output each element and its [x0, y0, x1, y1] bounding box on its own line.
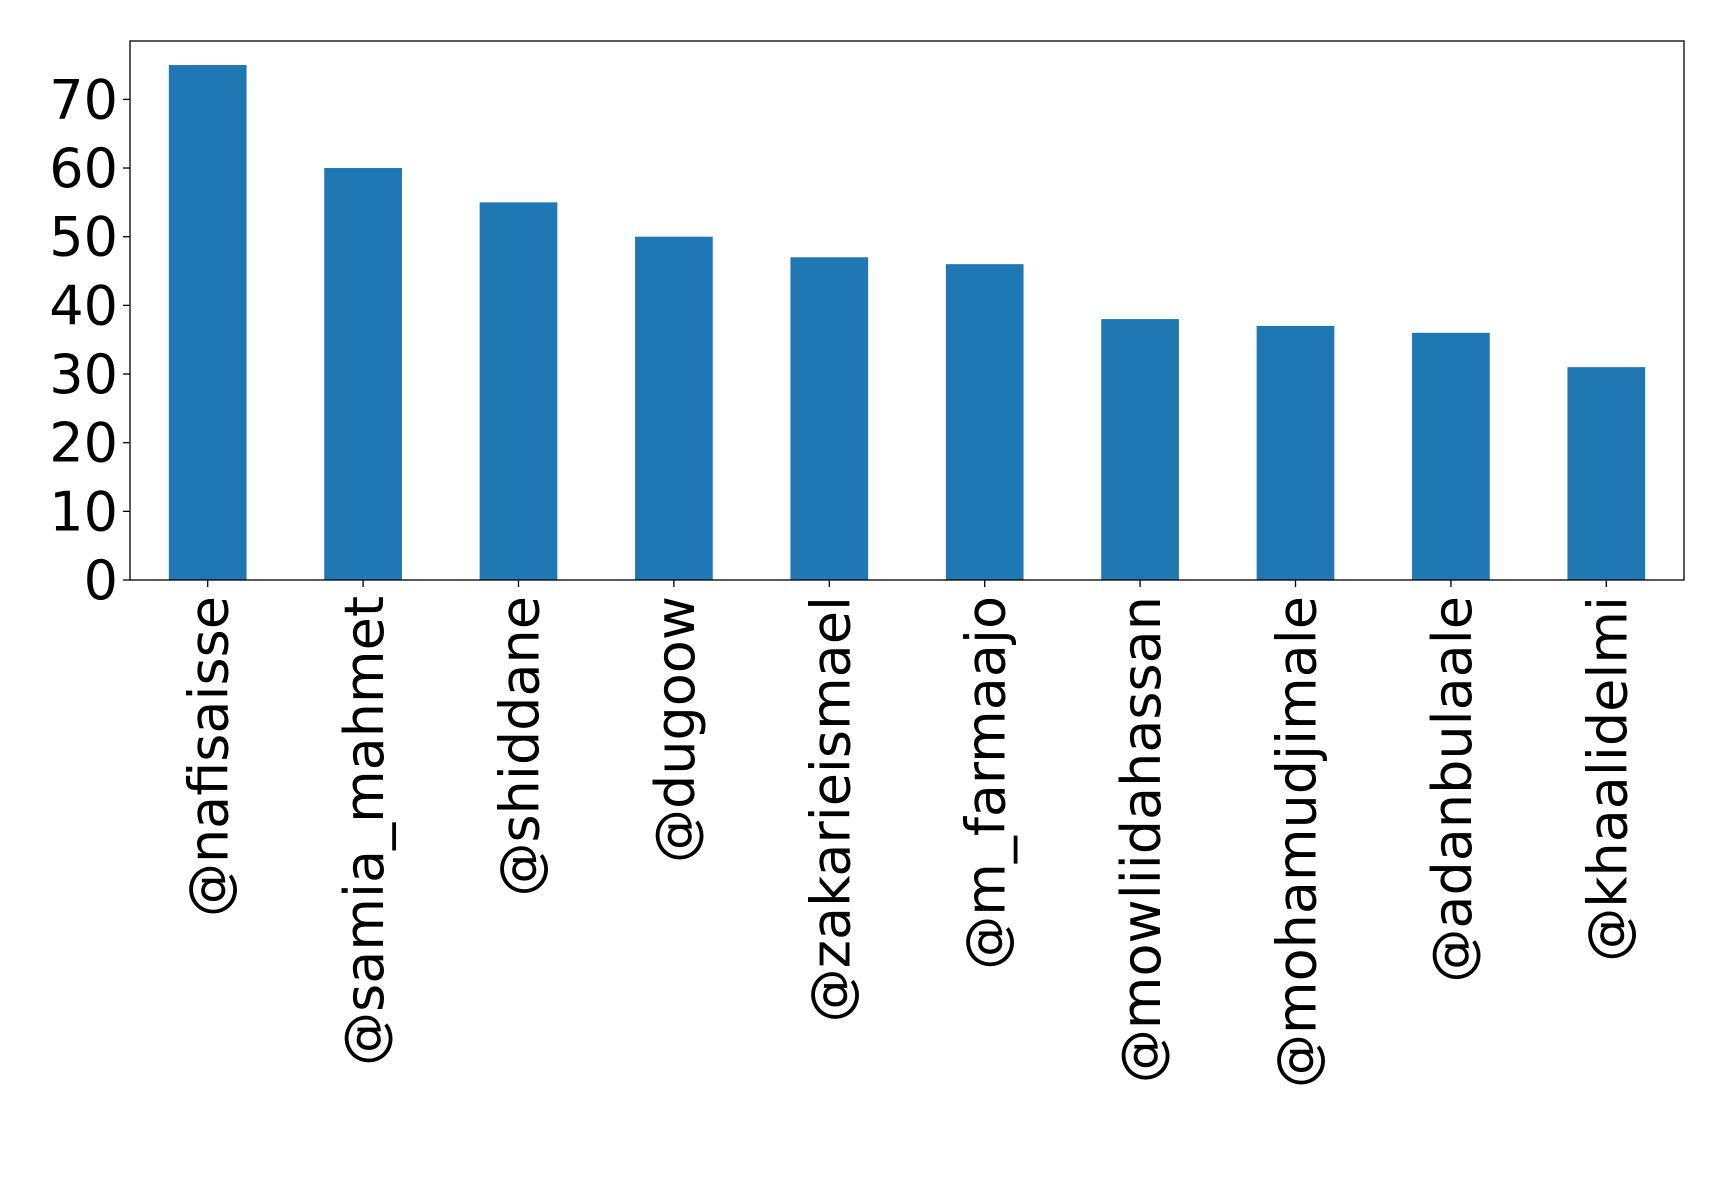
- x-tick-label: @dugoow: [644, 596, 707, 863]
- x-tick-label: @m_farmaajo: [955, 596, 1018, 970]
- y-tick-label: 30: [49, 343, 118, 406]
- x-tick-label: @nafisaisse: [178, 596, 241, 917]
- y-tick-label: 60: [49, 137, 118, 200]
- y-tick-label: 70: [49, 68, 118, 131]
- y-tick-label: 40: [49, 274, 118, 337]
- bar-zakarieismael: [790, 257, 869, 580]
- bar-adanbulaale: [1412, 332, 1490, 580]
- x-tick-label: @zakarieismael: [799, 596, 862, 1022]
- plot-area-frame: [129, 40, 1685, 581]
- x-tick-label: @adanbulaale: [1421, 596, 1484, 983]
- bar-dugoow: [635, 236, 713, 580]
- x-tick-label: @samia_mahmet: [333, 596, 396, 1066]
- bar-nafisaisse: [168, 65, 247, 580]
- y-tick-label: 10: [49, 480, 118, 543]
- x-tick-label: @mowliidahassan: [1110, 596, 1173, 1083]
- bar-samia-mahmet: [324, 168, 402, 580]
- bar-shiddane: [479, 202, 558, 580]
- bar-mohamudjimale: [1256, 325, 1335, 580]
- bars-group: [168, 65, 1646, 580]
- x-axis-ticks: @nafisaisse @samia_mahmet @shiddane @dugoow…: [178, 580, 1639, 1088]
- bar-khaalidelmi: [1567, 367, 1646, 580]
- y-tick-label: 20: [49, 412, 118, 475]
- x-tick-label: @shiddane: [489, 596, 552, 896]
- y-tick-label: 50: [49, 206, 118, 269]
- bar-mowliidahassan: [1101, 319, 1179, 580]
- x-tick-label: @mohamudjimale: [1266, 596, 1329, 1088]
- bar-m-farmaajo: [945, 264, 1024, 580]
- y-tick-label: 0: [84, 549, 118, 612]
- x-tick-label: @khaalidelmi: [1576, 596, 1639, 962]
